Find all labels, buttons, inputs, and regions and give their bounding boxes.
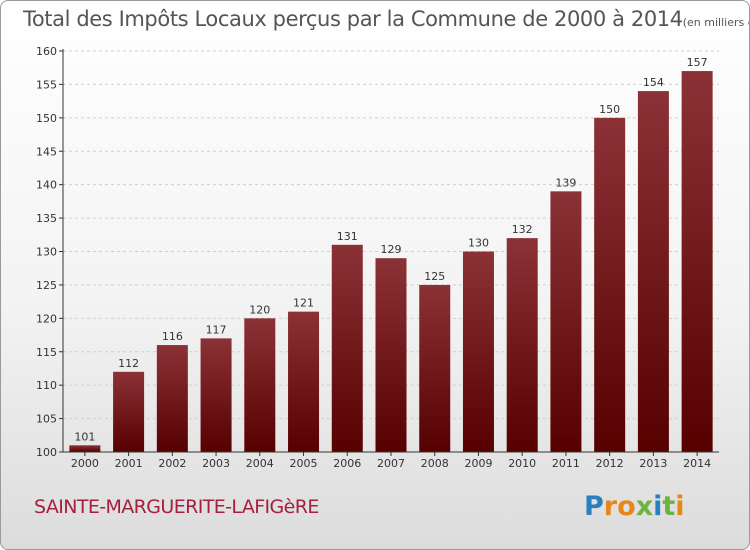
bar-value-label: 121 bbox=[293, 297, 314, 310]
bar-value-label: 132 bbox=[512, 223, 533, 236]
y-tick-label: 120 bbox=[36, 312, 57, 325]
x-tick-label: 2004 bbox=[246, 457, 274, 470]
bar bbox=[156, 345, 188, 452]
title-text: Total des Impôts Locaux perçus par la Co… bbox=[23, 7, 683, 31]
bar bbox=[462, 251, 494, 452]
y-tick-label: 160 bbox=[36, 45, 57, 58]
bar bbox=[69, 445, 101, 452]
y-tick-label: 130 bbox=[36, 246, 57, 259]
chart-title: Total des Impôts Locaux perçus par la Co… bbox=[23, 7, 749, 31]
y-tick-label: 125 bbox=[36, 279, 57, 292]
y-tick-label: 155 bbox=[36, 78, 57, 91]
x-tick-label: 2008 bbox=[421, 457, 449, 470]
bar bbox=[506, 238, 538, 452]
axes bbox=[59, 49, 719, 456]
commune-name: SAINTE-MARGUERITE-LAFIGèRE bbox=[34, 496, 319, 518]
bar bbox=[637, 91, 669, 452]
bar-value-label: 120 bbox=[249, 303, 270, 316]
bar-value-label: 116 bbox=[162, 330, 183, 343]
y-tick-label: 100 bbox=[36, 446, 57, 459]
bar bbox=[113, 371, 145, 452]
bar bbox=[331, 244, 363, 452]
x-tick-label: 2003 bbox=[202, 457, 230, 470]
x-tick-label: 2002 bbox=[158, 457, 186, 470]
x-tick-label: 2001 bbox=[115, 457, 143, 470]
logo-letter: t bbox=[662, 491, 676, 522]
x-tick-label: 2006 bbox=[333, 457, 361, 470]
logo-letter: o bbox=[617, 491, 636, 522]
bar bbox=[419, 284, 451, 452]
bar-value-label: 131 bbox=[337, 230, 358, 243]
bar bbox=[550, 191, 582, 452]
bar-value-label: 101 bbox=[74, 430, 95, 443]
x-tick-label: 2009 bbox=[464, 457, 492, 470]
x-tick-label: 2012 bbox=[596, 457, 624, 470]
y-tick-label: 145 bbox=[36, 145, 57, 158]
bar bbox=[681, 71, 713, 453]
y-tick-label: 135 bbox=[36, 212, 57, 225]
x-tick-label: 2005 bbox=[290, 457, 318, 470]
x-tick-label: 2011 bbox=[552, 457, 580, 470]
bar-value-label: 139 bbox=[555, 176, 576, 189]
bar-value-label: 117 bbox=[206, 323, 227, 336]
logo-letter: i bbox=[675, 491, 685, 522]
logo-letter: i bbox=[653, 491, 663, 522]
logo-letter: x bbox=[635, 491, 654, 522]
x-tick-label: 2007 bbox=[377, 457, 405, 470]
bar-value-label: 130 bbox=[468, 237, 489, 250]
bars bbox=[69, 71, 713, 453]
bar-value-label: 125 bbox=[424, 270, 445, 283]
x-tick-label: 2013 bbox=[639, 457, 667, 470]
bar-value-label: 157 bbox=[687, 56, 708, 69]
logo-letter: P bbox=[584, 491, 604, 522]
labels: 100 105 110 115 120 125 130 135 140 145 150 155 160 1… bbox=[36, 45, 711, 470]
bar bbox=[594, 117, 626, 452]
y-tick-label: 140 bbox=[36, 179, 57, 192]
y-tick-label: 115 bbox=[36, 346, 57, 359]
x-tick-label: 2010 bbox=[508, 457, 536, 470]
y-tick-label: 110 bbox=[36, 379, 57, 392]
title-unit: (en milliers d'€) bbox=[682, 16, 749, 29]
x-tick-label: 2014 bbox=[683, 457, 711, 470]
bar-value-label: 154 bbox=[643, 76, 664, 89]
proxiti-logo: Proxiti bbox=[584, 491, 685, 522]
bar bbox=[288, 311, 320, 452]
y-tick-label: 150 bbox=[36, 112, 57, 125]
y-tick-label: 105 bbox=[36, 413, 57, 426]
bar-value-label: 129 bbox=[381, 243, 402, 256]
bar bbox=[200, 338, 232, 452]
x-tick-label: 2000 bbox=[71, 457, 99, 470]
logo-letter: r bbox=[603, 491, 618, 522]
bar-value-label: 150 bbox=[599, 103, 620, 116]
bar bbox=[244, 318, 276, 452]
bar bbox=[375, 258, 407, 452]
bar-value-label: 112 bbox=[118, 357, 139, 370]
